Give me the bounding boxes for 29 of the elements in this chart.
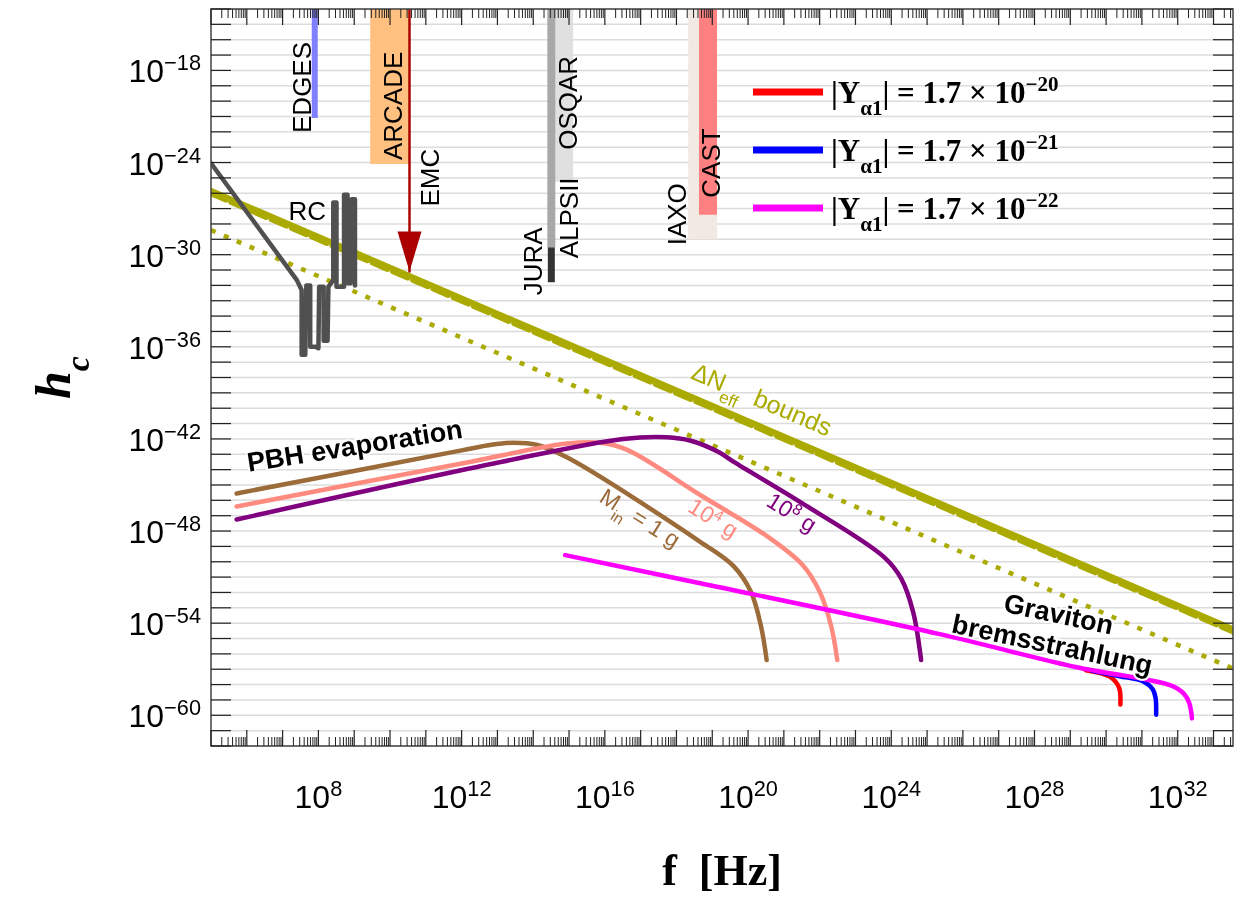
legend-label: |Y$_{α1}$| = 1.7 × 10$^{−20}$ xyxy=(831,72,1059,120)
annotation: RC xyxy=(288,195,327,226)
annotation: ARCADE xyxy=(377,51,408,161)
legend-label: |Y$_{α1}$| = 1.7 × 10$^{−22}$ xyxy=(831,188,1059,236)
y-tick-label: 10$^{−36}$ xyxy=(128,326,201,366)
y-tick-label: 10$^{−18}$ xyxy=(128,49,201,90)
x-tick-label: 10$^{32}$ xyxy=(1147,775,1208,815)
annotation: PBH evaporation xyxy=(244,414,465,478)
y-tick-label: 10$^{−30}$ xyxy=(128,234,201,274)
annotation: IAXO xyxy=(661,183,692,246)
annotation: CAST xyxy=(695,128,726,198)
x-tick-label: 10$^{20}$ xyxy=(718,775,778,815)
x-tick-label: 10$^{8}$ xyxy=(294,775,343,815)
y-tick-label: 10$^{−54}$ xyxy=(128,602,201,643)
x-tick-label: 10$^{28}$ xyxy=(1004,775,1065,815)
legend-label: |Y$_{α1}$| = 1.7 × 10$^{−21}$ xyxy=(831,130,1059,178)
y-tick-label: 10$^{−42}$ xyxy=(128,418,201,458)
annotation: ALPSII xyxy=(554,177,585,259)
annotation: OSQAR xyxy=(553,55,584,150)
annotation: EDGES xyxy=(286,41,317,133)
x-tick-label: 10$^{24}$ xyxy=(861,775,922,815)
y-tick-label: 10$^{−48}$ xyxy=(128,510,201,551)
x-tick-label: 10$^{12}$ xyxy=(431,775,492,815)
x-tick-label: 10$^{16}$ xyxy=(574,775,635,815)
text: EMC xyxy=(414,148,445,207)
x-axis-title: f [Hz] xyxy=(662,846,782,895)
annotation: JURA xyxy=(518,226,549,296)
y-tick-label: 10$^{−24}$ xyxy=(128,142,201,182)
y-tick-label: 10$^{−60}$ xyxy=(128,694,201,735)
